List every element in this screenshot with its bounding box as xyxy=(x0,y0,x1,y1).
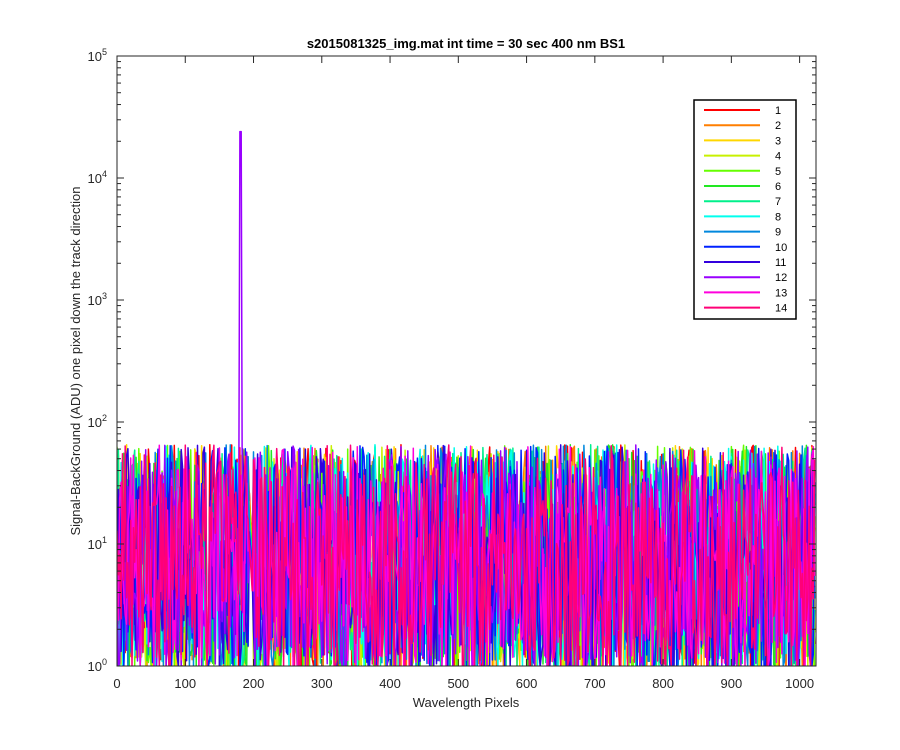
x-tick-label: 400 xyxy=(379,676,401,691)
legend-box xyxy=(693,99,797,320)
legend-label-11: 11 xyxy=(775,257,786,269)
legend-label-4: 4 xyxy=(775,151,781,163)
series-line-14 xyxy=(117,444,816,666)
legend-label-12: 12 xyxy=(775,272,787,284)
series-group xyxy=(117,130,816,666)
legend-label-1: 1 xyxy=(775,105,781,117)
legend-label-13: 13 xyxy=(775,287,787,299)
x-axis-title: Wavelength Pixels xyxy=(413,695,520,710)
legend-label-5: 5 xyxy=(775,166,781,178)
legend-label-2: 2 xyxy=(775,120,781,132)
legend-label-14: 14 xyxy=(775,303,787,315)
chart-title: s2015081325_img.mat int time = 30 sec 40… xyxy=(307,36,625,51)
legend-label-7: 7 xyxy=(775,196,781,208)
x-tick-label: 100 xyxy=(174,676,196,691)
x-tick-label: 500 xyxy=(447,676,469,691)
y-tick-label: 104 xyxy=(88,169,107,186)
x-tick-label: 800 xyxy=(652,676,674,691)
legend-label-9: 9 xyxy=(775,227,781,239)
ticks-group: 0 100 200 300 400 500 600 700 800 900 100010010110… xyxy=(88,47,816,691)
x-tick-label: 600 xyxy=(516,676,538,691)
y-tick-label: 103 xyxy=(88,291,107,308)
legend-label-6: 6 xyxy=(775,181,781,193)
x-tick-label: 0 xyxy=(113,676,120,691)
y-tick-label: 101 xyxy=(88,535,107,552)
x-tick-label: 900 xyxy=(721,676,743,691)
legend-label-8: 8 xyxy=(775,211,781,223)
legend-label-10: 10 xyxy=(775,242,787,254)
x-tick-label: 300 xyxy=(311,676,333,691)
y-tick-label: 102 xyxy=(88,413,107,430)
x-tick-label: 700 xyxy=(584,676,606,691)
plot-frame xyxy=(116,55,817,667)
legend-label-3: 3 xyxy=(775,135,781,147)
y-tick-label: 100 xyxy=(88,657,107,674)
x-tick-label: 1000 xyxy=(785,676,814,691)
x-tick-label: 200 xyxy=(243,676,265,691)
y-axis-title: Signal-BackGround (ADU) one pixel down t… xyxy=(68,186,83,535)
y-tick-label: 105 xyxy=(88,47,107,64)
